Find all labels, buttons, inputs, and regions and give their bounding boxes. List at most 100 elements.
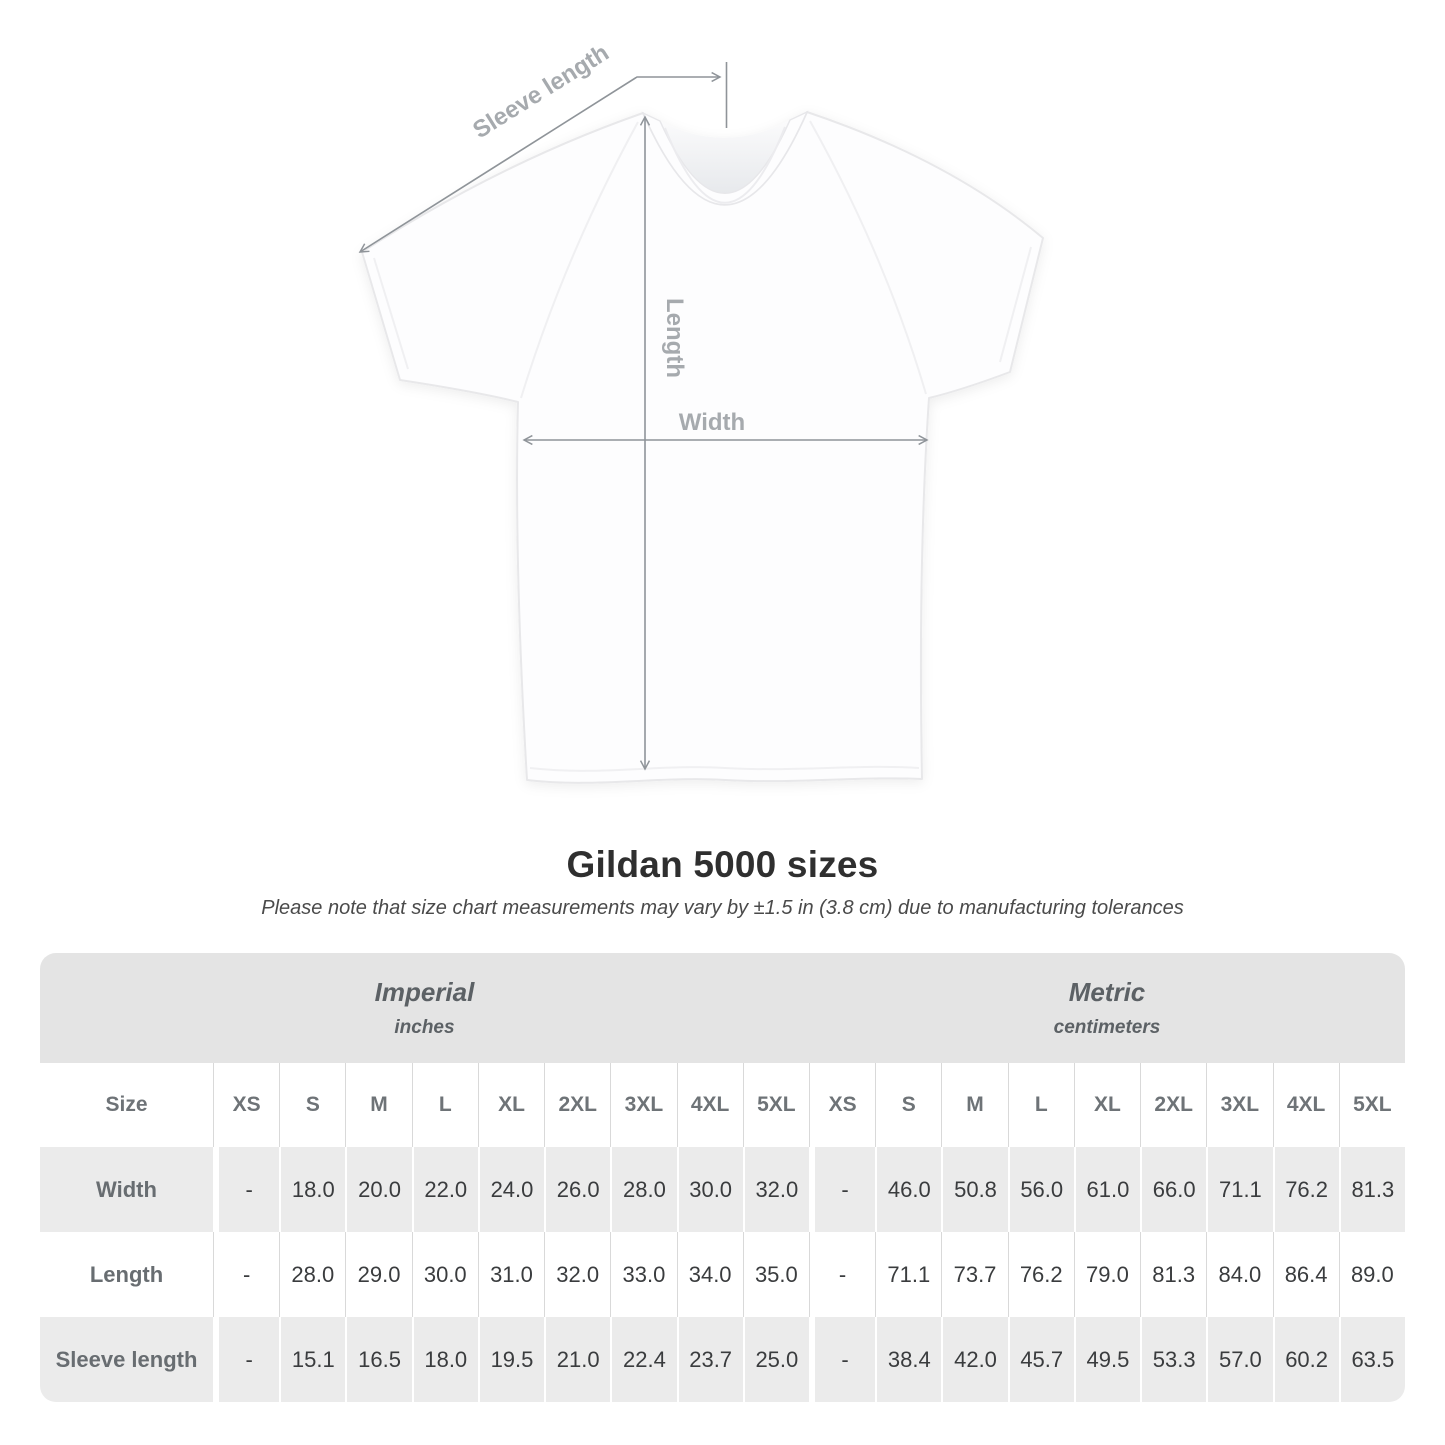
column-header-3xl-imperial: 3XL — [610, 1063, 677, 1147]
measurement-cell: 25.0 — [742, 1317, 809, 1402]
measurement-cell: 84.0 — [1206, 1232, 1273, 1317]
measurement-cell: 15.1 — [279, 1317, 346, 1402]
metric-group-label: Metric — [1068, 977, 1146, 1007]
measurement-cell: 24.0 — [477, 1147, 545, 1232]
measurement-cell: 81.3 — [1338, 1147, 1405, 1232]
right-cuff-seam — [999, 246, 1032, 363]
right-armhole-seam — [809, 120, 927, 395]
measurement-cell: 53.3 — [1140, 1317, 1207, 1402]
measurement-cell: 22.4 — [610, 1317, 677, 1402]
measurement-cell: 81.3 — [1140, 1232, 1207, 1317]
measurement-cell: 49.5 — [1073, 1317, 1141, 1402]
size-header-row: Size XS S M L XL 2XL 3XL 4XL 5XL XS S M L XL 2XL 3XL 4XL… — [40, 1063, 1405, 1147]
sleeve-length-label: Sleeve length — [468, 39, 614, 144]
column-header-4xl-imperial: 4XL — [676, 1063, 743, 1147]
measurement-cell: 46.0 — [875, 1147, 942, 1232]
measurement-cell: 71.1 — [875, 1232, 942, 1317]
column-header-l-imperial: L — [411, 1063, 478, 1147]
column-header-2xl-metric: 2XL — [1140, 1063, 1207, 1147]
measurement-cell: - — [808, 1232, 876, 1317]
left-cuff-seam — [373, 257, 409, 370]
column-header-s-imperial: S — [279, 1063, 346, 1147]
measurement-cell: 28.0 — [610, 1147, 677, 1232]
measurement-cell: 66.0 — [1140, 1147, 1207, 1232]
row-label: Length — [40, 1232, 213, 1317]
measurement-cell: 63.5 — [1338, 1317, 1405, 1402]
measurement-cell: 22.0 — [411, 1147, 478, 1232]
measurement-cell: 20.0 — [345, 1147, 412, 1232]
measurement-row: Width -18.0 20.0 22.0 24.0 26.0 28.0 30.0 32.0-4… — [40, 1147, 1405, 1232]
imperial-group-sublabel: inches — [394, 1017, 455, 1038]
length-label: Length — [661, 298, 688, 378]
column-header-m-imperial: M — [345, 1063, 412, 1147]
measurement-cell: 32.0 — [742, 1147, 809, 1232]
tshirt-graphic — [361, 110, 1044, 784]
measurement-cell: 79.0 — [1073, 1232, 1141, 1317]
column-header-m-metric: M — [941, 1063, 1008, 1147]
measurement-cell: 18.0 — [411, 1317, 478, 1402]
column-header-xl-metric: XL — [1073, 1063, 1141, 1147]
measurement-cell: 76.2 — [1272, 1147, 1339, 1232]
measurement-cell: 71.1 — [1206, 1147, 1273, 1232]
imperial-group-label: Imperial — [374, 977, 475, 1007]
size-chart-table: Imperial inches Metric centimeters Size … — [40, 953, 1405, 1402]
size-diagram: Sleeve length Length Width — [358, 39, 1044, 784]
metric-group-sublabel: centimeters — [1053, 1017, 1161, 1038]
tolerance-note: Please note that size chart measurements… — [261, 897, 1184, 919]
measurement-cell: 16.5 — [345, 1317, 412, 1402]
measurement-cell: - — [808, 1317, 876, 1402]
metric-group-header: Metric centimeters — [808, 953, 1405, 1063]
column-header-xl-imperial: XL — [477, 1063, 545, 1147]
measurement-cell: 21.0 — [544, 1317, 611, 1402]
measurement-cell: - — [213, 1147, 280, 1232]
measurement-cell: 30.0 — [411, 1232, 478, 1317]
dimension-annotations — [358, 62, 929, 771]
measurement-cell: 89.0 — [1338, 1232, 1405, 1317]
measurement-cell: - — [213, 1232, 280, 1317]
measurement-cell: 42.0 — [941, 1317, 1008, 1402]
imperial-group-header: Imperial inches — [40, 953, 809, 1063]
measurement-cell: 28.0 — [279, 1232, 346, 1317]
size-column-header: Size — [40, 1063, 213, 1147]
column-header-3xl-metric: 3XL — [1206, 1063, 1273, 1147]
tshirt-body — [361, 111, 1044, 784]
column-header-xs-imperial: XS — [213, 1063, 280, 1147]
measurement-cell: 34.0 — [676, 1232, 743, 1317]
measurement-cell: 45.7 — [1007, 1317, 1074, 1402]
column-header-5xl-imperial: 5XL — [742, 1063, 809, 1147]
measurement-cell: 23.7 — [676, 1317, 743, 1402]
measurement-cell: 57.0 — [1206, 1317, 1273, 1402]
column-header-2xl-imperial: 2XL — [544, 1063, 611, 1147]
sleeve-length-arrow — [358, 71, 722, 253]
measurement-row: Sleeve length -15.1 16.5 18.0 19.5 21.0 22.4 23… — [40, 1317, 1405, 1402]
column-header-4xl-metric: 4XL — [1272, 1063, 1339, 1147]
measurement-cell: 76.2 — [1007, 1232, 1074, 1317]
measurement-row: Length -28.0 29.0 30.0 31.0 32.0 33.0 34.0 35.0-… — [40, 1232, 1405, 1317]
size-table-body: Width -18.0 20.0 22.0 24.0 26.0 28.0 30.0 32.0-4… — [40, 1147, 1405, 1402]
measurement-cell: 61.0 — [1073, 1147, 1141, 1232]
measurement-cell: 33.0 — [610, 1232, 677, 1317]
measurement-cell: 38.4 — [875, 1317, 942, 1402]
measurement-cell: 32.0 — [544, 1232, 611, 1317]
measurement-cell: 26.0 — [544, 1147, 611, 1232]
unit-group-row: Imperial inches Metric centimeters — [40, 953, 1405, 1063]
measurement-cell: 35.0 — [742, 1232, 809, 1317]
measurement-cell: 31.0 — [477, 1232, 545, 1317]
row-label: Width — [40, 1147, 213, 1232]
page-title: Gildan 5000 sizes — [566, 844, 879, 885]
measurement-cell: 19.5 — [477, 1317, 545, 1402]
measurement-cell: 60.2 — [1272, 1317, 1339, 1402]
measurement-cell: - — [808, 1147, 876, 1232]
column-header-xs-metric: XS — [808, 1063, 876, 1147]
measurement-cell: 86.4 — [1272, 1232, 1339, 1317]
column-header-l-metric: L — [1007, 1063, 1074, 1147]
width-label: Width — [679, 409, 745, 436]
measurement-cell: 29.0 — [345, 1232, 412, 1317]
measurement-cell: 50.8 — [941, 1147, 1008, 1232]
column-header-5xl-metric: 5XL — [1338, 1063, 1405, 1147]
measurement-cell: 18.0 — [279, 1147, 346, 1232]
hem-seam — [529, 765, 920, 772]
measurement-cell: 30.0 — [676, 1147, 743, 1232]
measurement-cell: - — [213, 1317, 280, 1402]
measurement-cell: 73.7 — [941, 1232, 1008, 1317]
